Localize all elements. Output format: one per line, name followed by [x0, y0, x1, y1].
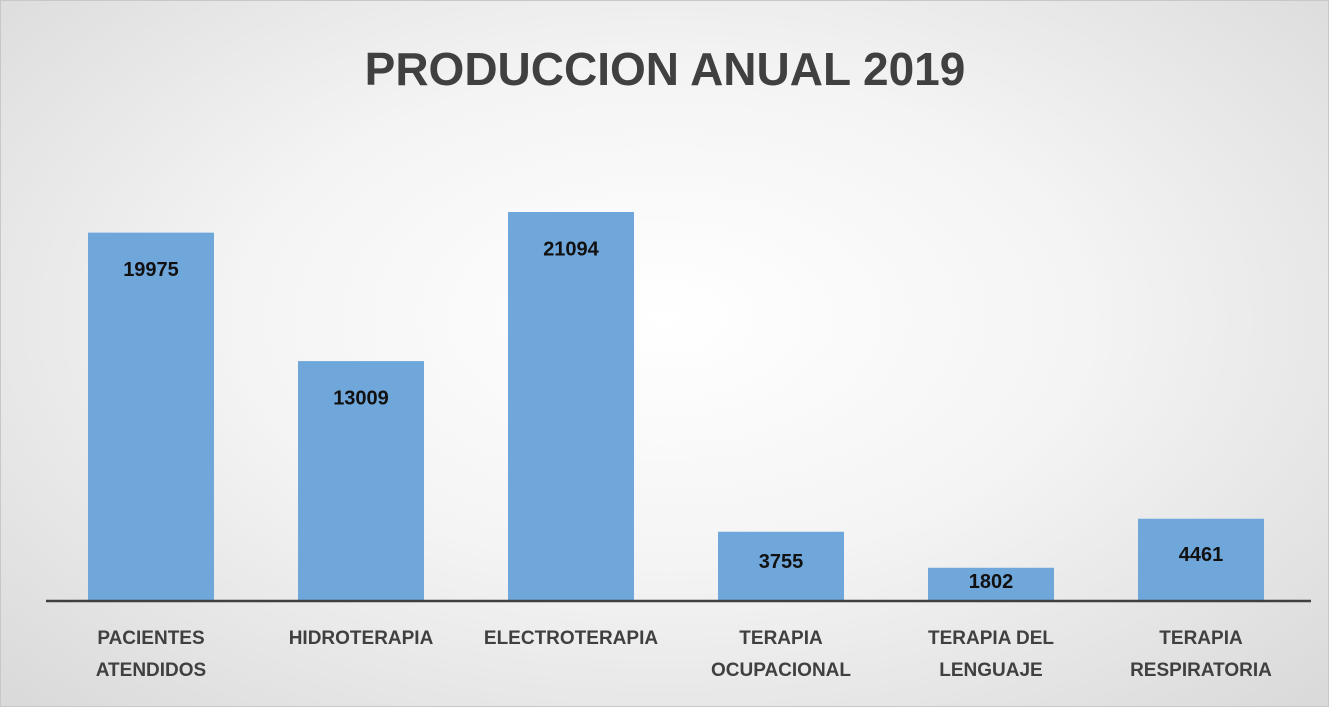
x-tick-label: ELECTROTERAPIA: [483, 628, 659, 649]
bar: [1138, 518, 1264, 601]
value-label: 3755: [759, 551, 804, 573]
bar: [88, 232, 214, 601]
bar: [508, 212, 634, 601]
value-label: 13009: [333, 387, 389, 409]
x-tick-label: PACIENTES ATENDIDOS: [95, 628, 207, 681]
bar: [718, 531, 844, 601]
value-label: 1802: [969, 571, 1014, 593]
x-tick-label: TERAPIA DEL LENGUAJE: [928, 628, 1054, 681]
x-tick-label: TERAPIA OCUPACIONAL: [710, 628, 852, 681]
bar: [928, 567, 1054, 601]
value-label: 21094: [543, 238, 599, 260]
value-label: 19975: [123, 259, 179, 281]
value-label: 4461: [1179, 544, 1224, 566]
x-tick-label: TERAPIA RESPIRATORIA: [1130, 628, 1272, 681]
x-tick-label: HIDROTERAPIA: [288, 628, 434, 649]
chart-title: PRODUCCION ANUAL 2019: [365, 43, 966, 95]
bar: [298, 361, 424, 601]
